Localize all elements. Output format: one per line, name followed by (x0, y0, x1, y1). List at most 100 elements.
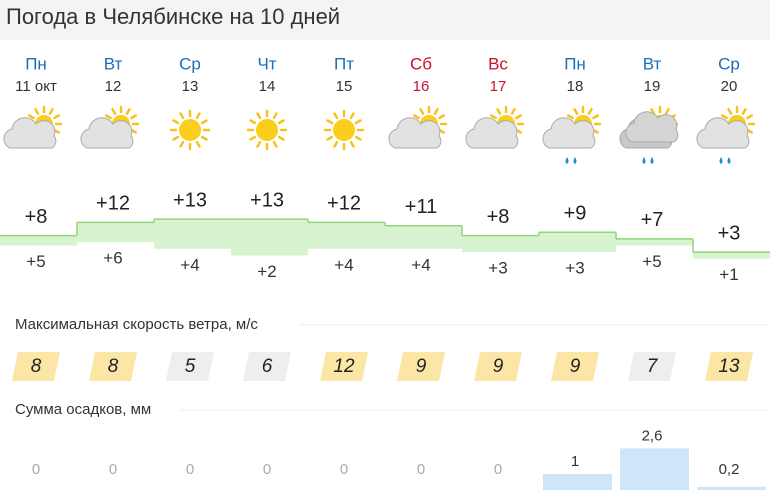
precip-value: 1 (571, 453, 579, 470)
wind-pill (89, 352, 137, 381)
precip-bar (697, 486, 766, 490)
sun-ray (573, 108, 579, 115)
precip-title: Сумма осадков, мм (15, 401, 151, 418)
temp-band (462, 235, 539, 253)
precip-value: 0 (32, 461, 40, 478)
cloud (696, 117, 750, 149)
cloud (465, 117, 519, 149)
sun-ray (34, 108, 40, 115)
sun-ray (172, 135, 180, 141)
weather-icon (696, 105, 756, 164)
sun-ray (727, 108, 733, 115)
day-name: Ср (718, 54, 740, 73)
precip-value: 0 (417, 461, 425, 478)
rain-drop (727, 157, 731, 164)
sun-ray (179, 140, 185, 148)
wind-speed: 13 (718, 356, 740, 377)
sun-ray (272, 112, 278, 120)
temp-min: +4 (334, 255, 353, 274)
rain-drop (719, 157, 723, 164)
day-name: Пт (334, 54, 354, 73)
precip-bar (620, 448, 689, 490)
sun-ray (272, 140, 278, 148)
day-date: 17 (490, 78, 507, 95)
wind-speed: 8 (108, 356, 119, 377)
sun-ray (200, 119, 208, 125)
sun-ray (105, 114, 112, 120)
wind-speed: 7 (647, 356, 659, 377)
sun-ray (592, 114, 599, 120)
wind-speed: 8 (31, 356, 42, 377)
temp-max: +7 (641, 209, 664, 231)
cloud (542, 117, 596, 149)
sun-ray (650, 108, 656, 115)
sun-ray (496, 108, 502, 115)
temp-max: +3 (718, 222, 741, 244)
weather-icon (246, 109, 288, 151)
sun-disc (333, 119, 355, 141)
temp-max: +13 (250, 189, 284, 211)
weather-icon (619, 105, 679, 164)
sun-ray (179, 112, 185, 120)
day-name: Пн (564, 54, 586, 73)
cloud (3, 117, 57, 149)
temp-band (385, 225, 462, 249)
temp-max: +8 (487, 206, 510, 228)
wind-pill (628, 352, 676, 381)
temp-min: +3 (488, 259, 507, 278)
sun-ray (200, 135, 208, 141)
sun-ray (326, 135, 334, 141)
sun-ray (249, 119, 257, 125)
weather-icon (80, 105, 140, 149)
temp-band (0, 235, 77, 246)
precip-value: 0 (340, 461, 348, 478)
rain-drop (565, 157, 569, 164)
sun-ray (277, 135, 285, 141)
day-date: 14 (259, 78, 276, 95)
temp-max: +9 (564, 203, 587, 225)
day-date: 13 (182, 78, 199, 95)
temp-band (154, 219, 231, 249)
wind-speed: 12 (333, 356, 355, 377)
day-name: Ср (179, 54, 201, 73)
sun-ray (741, 108, 747, 115)
weather-icon (169, 109, 211, 151)
sun-ray (172, 119, 180, 125)
temp-band (77, 222, 154, 243)
title: Погода в Челябинске на 10 дней (6, 4, 340, 29)
temp-band (616, 238, 693, 246)
sun-disc (179, 119, 201, 141)
wind-pill (320, 352, 368, 381)
day-name: Пн (25, 54, 47, 73)
wind-speed: 9 (493, 356, 504, 377)
header-bg (0, 0, 770, 40)
sun-ray (349, 140, 355, 148)
precip-value: 0 (186, 461, 194, 478)
sun-ray (490, 114, 497, 120)
wind-pill (474, 352, 522, 381)
weather-icon (465, 105, 525, 149)
precip-value: 2,6 (642, 427, 663, 444)
day-date: 18 (567, 78, 584, 95)
temp-max: +8 (25, 206, 48, 228)
day-date: 19 (644, 78, 661, 95)
weather-icon (3, 105, 63, 149)
day-name: Чт (257, 54, 276, 73)
temp-min: +5 (26, 252, 45, 271)
sun-ray (413, 114, 420, 120)
wind-pill (166, 352, 214, 381)
day-date: 20 (721, 78, 738, 95)
temp-max: +11 (405, 196, 437, 218)
sun-ray (277, 119, 285, 125)
sun-ray (433, 108, 439, 115)
sun-ray (567, 114, 574, 120)
wind-title: Максимальная скорость ветра, м/с (15, 316, 258, 333)
sun-ray (125, 108, 131, 115)
wind-pill (243, 352, 291, 381)
cloud (388, 117, 442, 149)
temp-band (231, 219, 308, 256)
temp-band (308, 222, 385, 249)
sun-ray (354, 135, 362, 141)
precip-value: 0 (494, 461, 502, 478)
